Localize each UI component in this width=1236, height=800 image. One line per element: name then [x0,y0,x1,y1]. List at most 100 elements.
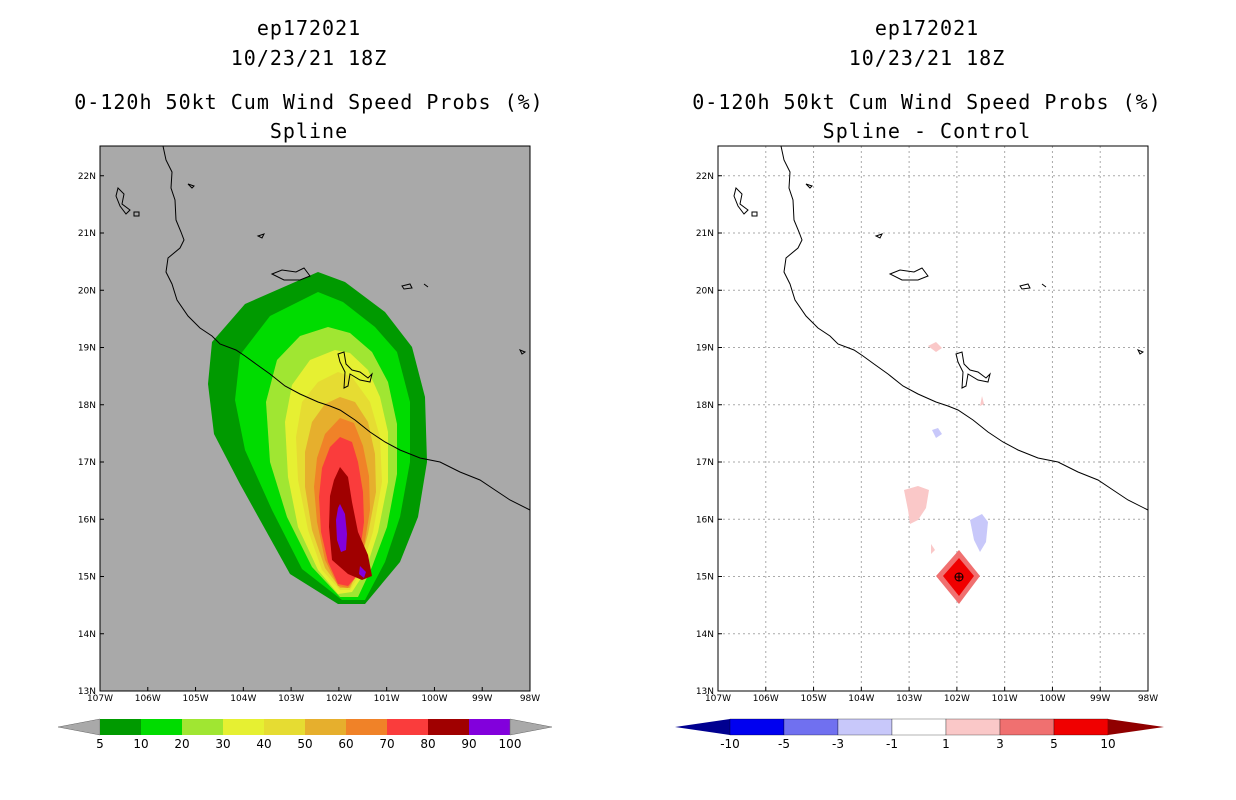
right-lon-label: 99W [1090,694,1110,704]
right-colorbar-swatch [783,718,839,736]
left-lat-label: 22N [78,172,96,182]
right-colorbar-swatch [945,718,1001,736]
difference-features [904,342,988,604]
left-lon-ticks: 107W 106W 105W 104W 103W 102W 101W 100W 99W 98W [87,687,540,704]
left-colorbar-swatch [182,719,223,735]
left-lat-label: 15N [78,573,96,583]
core-marker-cross [955,573,963,581]
reservoir-2 [423,283,429,288]
right-colorbar-label: -10 [720,737,740,751]
right-title-storm-id: ep172021 [874,16,980,40]
left-lon-label: 100W [421,694,447,704]
left-lat-label: 21N [78,229,96,239]
right-colorbar-label: 10 [1100,737,1115,751]
left-colorbar-label: 90 [461,737,476,751]
left-lat-label: 18N [78,401,96,411]
right-colorbar: -10 -5 -3 -1 1 3 5 10 [675,718,1164,751]
left-colorbar-label: 60 [338,737,353,751]
contour-90 [336,504,347,552]
left-colorbar-high-arrow [509,718,553,736]
left-lon-label: 107W [87,694,113,704]
left-colorbar-low-arrow [57,718,101,736]
left-lat-label: 19N [78,344,96,354]
left-title-datetime: 10/23/21 18Z [230,46,388,70]
left-colorbar-swatch [223,719,264,735]
positive-blob-3 [931,544,935,554]
coastline-right [733,145,1149,511]
right-title-product: 0-120h 50kt Cum Wind Speed Probs (%) [692,90,1162,114]
right-colorbar-label: 1 [942,737,950,751]
left-colorbar-swatch [387,719,428,735]
right-colorbar-swatch [999,718,1055,736]
right-lat-label: 20N [696,286,714,296]
island-small-4 [518,349,527,355]
left-colorbar-label: 80 [420,737,435,751]
island-small-3-right [874,233,883,239]
left-lat-label: 13N [78,687,96,697]
negative-blob-large [970,514,988,552]
left-map-frame [99,145,531,692]
left-lon-label: 106W [135,694,161,704]
islands-marias-right [733,187,749,215]
contour-90b [359,566,366,578]
right-lon-ticks: 107W 106W 105W 104W 103W 102W 101W 100W 99W 98W [705,687,1158,704]
positive-blob-large [904,486,929,524]
left-title-product: 0-120h 50kt Cum Wind Speed Probs (%) [74,90,544,114]
right-lon-label: 101W [992,694,1018,704]
island-small-4-right [1136,349,1145,355]
left-colorbar: 5 10 20 30 40 50 60 70 80 90 100 [57,718,553,751]
right-colorbar-high-arrow [1108,719,1164,735]
right-panel: ep172021 10/23/21 18Z 0-120h 50kt Cum Wi… [618,0,1236,800]
left-lon-label: 104W [230,694,256,704]
left-colorbar-swatch [100,719,141,735]
mexico-pacific-coastline [162,145,531,511]
right-colorbar-swatch [837,718,893,736]
right-colorbar-swatch [1053,718,1109,736]
right-lat-label: 19N [696,344,714,354]
left-lat-label: 17N [78,458,96,468]
left-colorbar-label: 100 [499,737,522,751]
right-lon-label: 103W [896,694,922,704]
mexico-pacific-coastline-right [780,145,1149,511]
right-colorbar-swatch [729,718,785,736]
left-lon-label: 99W [472,694,492,704]
left-lat-ticks: 13N 14N 15N 16N 17N 18N 19N 20N 21N 22N [78,172,104,697]
right-lon-label: 98W [1138,694,1158,704]
right-colorbar-swatch [891,718,947,736]
left-colorbar-swatch [141,719,182,735]
right-lon-label: 104W [848,694,874,704]
contour-80 [329,467,372,580]
island-small-2 [187,183,195,189]
right-lat-label: 18N [696,401,714,411]
left-lon-label: 102W [326,694,352,704]
right-lat-label: 13N [696,687,714,697]
lake-infiernillo [337,351,373,389]
left-colorbar-label: 30 [215,737,230,751]
left-colorbar-label: 5 [96,737,104,751]
left-panel: ep172021 10/23/21 18Z 0-120h 50kt Cum Wi… [57,16,553,751]
right-colorbar-label: 3 [996,737,1004,751]
reservoir-2-right [1041,283,1047,288]
reservoir-1 [401,283,413,290]
left-colorbar-swatch [264,719,305,735]
negative-blob-1 [932,428,942,438]
positive-blob-1 [928,342,942,352]
left-lon-label: 98W [520,694,540,704]
left-colorbar-swatch [428,719,469,735]
right-lat-label: 14N [696,630,714,640]
right-lon-label: 100W [1039,694,1065,704]
coastline [115,145,531,511]
right-map-frame [717,145,1149,692]
left-lat-label: 20N [78,286,96,296]
left-colorbar-label: 20 [174,737,189,751]
right-lon-label: 107W [705,694,731,704]
right-lon-label: 102W [944,694,970,704]
lake-chapala [270,267,311,281]
left-colorbar-label: 40 [256,737,271,751]
left-colorbar-swatch [346,719,387,735]
left-colorbar-swatch [469,719,510,735]
island-small [133,211,140,217]
right-lat-label: 17N [696,458,714,468]
